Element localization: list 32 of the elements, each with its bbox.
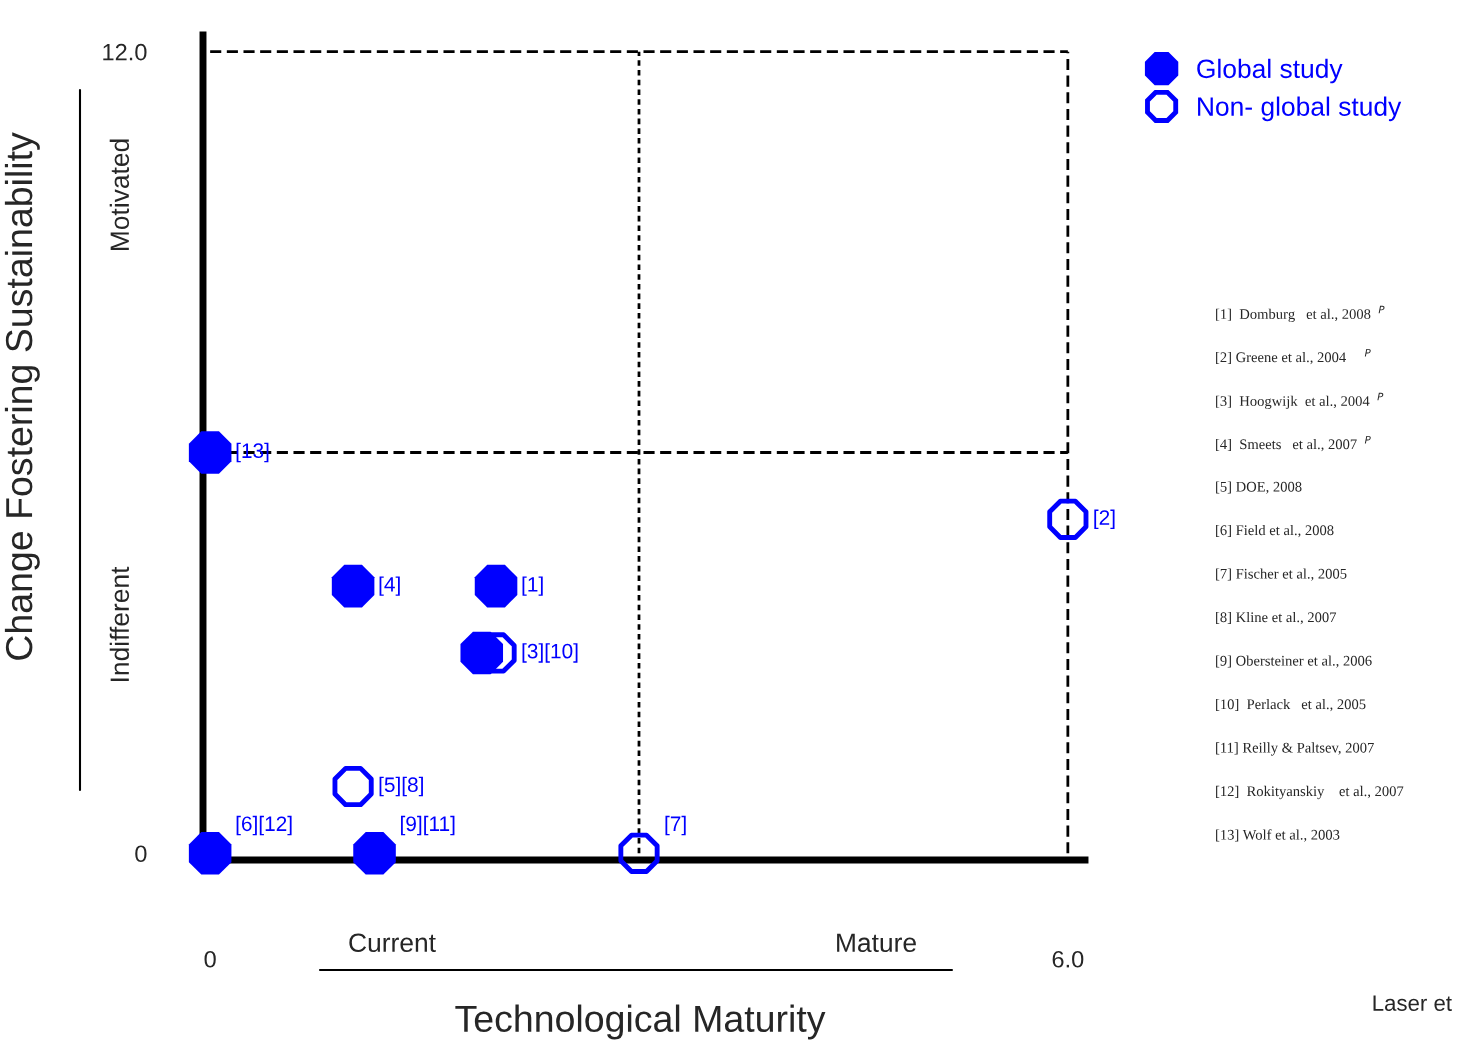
annotation: [7] [665, 815, 686, 836]
text: [3] Hoogwijk et al., 2004 $^{P}$ [1216, 392, 1384, 410]
text: Laser et [1373, 995, 1452, 1011]
text: [11] Reilly & Paltsev, 2007 [1216, 742, 1374, 756]
text: [4] Smeets et al., 2007 $^{P}$ [1216, 436, 1371, 452]
text: [1] Domburg et al., 2008 $^{P}$ [1216, 305, 1385, 323]
annotation: [5][8] [379, 776, 423, 797]
legend-label: Non- global study [1198, 96, 1402, 122]
annotation: [4] [379, 576, 400, 596]
text: Current [349, 933, 436, 953]
annotation: [6][12] [236, 815, 292, 836]
text: Motivated [109, 139, 130, 251]
text: Mature [837, 933, 916, 953]
text: [6] Field et al., 2008 [1216, 524, 1334, 538]
x-tick-label: 6.0 [1052, 950, 1084, 968]
annotation: [3][10] [522, 643, 578, 663]
text: [5] DOE, 2008 [1216, 481, 1302, 494]
x-axis-title: Technological Maturity [455, 1004, 826, 1040]
y-axis-title: Change Fostering Sustainability [4, 132, 40, 660]
text: Indifferent [109, 566, 130, 682]
annotation: [1] [522, 576, 543, 596]
legend-label: Global study [1197, 58, 1343, 84]
y-tick-label: 12.0 [103, 43, 147, 61]
text: [7] Fischer et al., 2005 [1216, 568, 1347, 581]
text: [13] Wolf et al., 2003 [1216, 829, 1340, 842]
text: [12] Rokityanskiy et al., 2007 [1216, 785, 1404, 800]
annotation: [9][11] [401, 815, 455, 836]
text: [9] Obersteiner et al., 2006 [1216, 655, 1372, 668]
text: [2] Greene et al., 2004 $^{P}$ [1216, 349, 1371, 365]
text: [10] Perlack et al., 2005 [1216, 698, 1366, 712]
annotation: [2] [1094, 509, 1115, 530]
text: [8] Kline et al., 2007 [1216, 611, 1337, 625]
